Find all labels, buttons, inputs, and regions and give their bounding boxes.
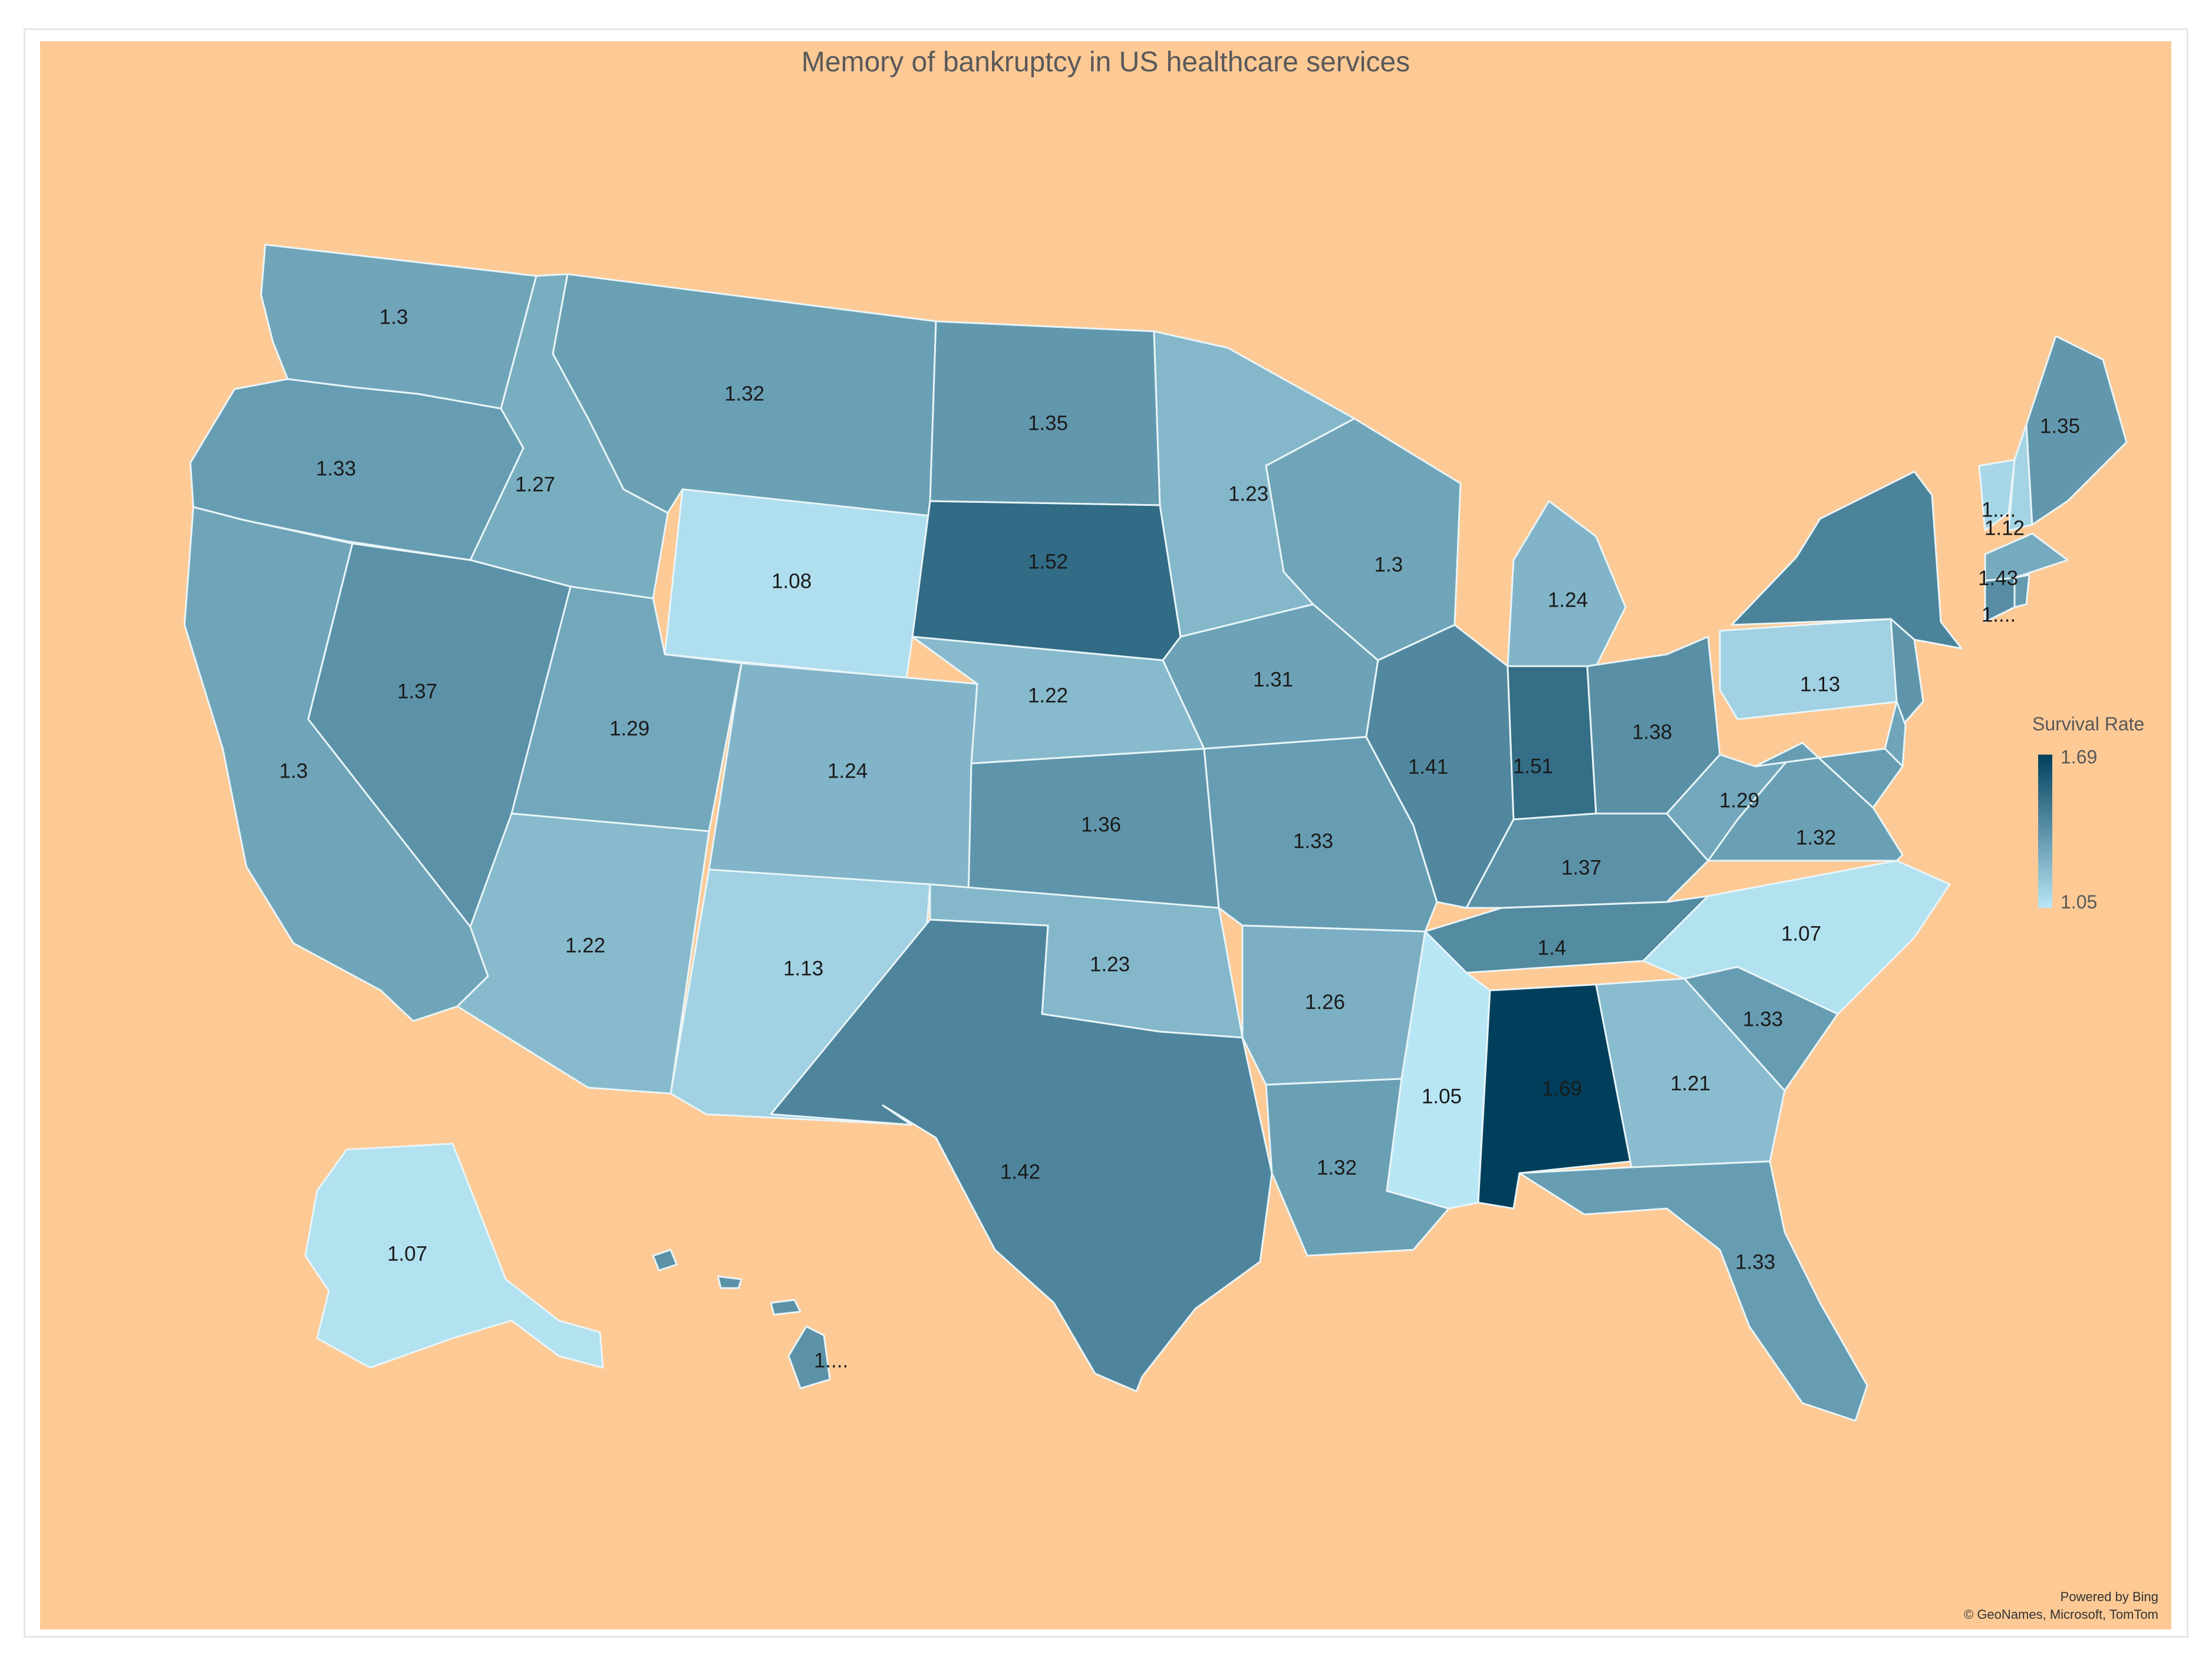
state-ga[interactable] [1595, 977, 1786, 1168]
map-canvas[interactable]: 1.3 1.33 1.3 1.27 1.37 1.32 1.08 1.29 1.22 1.24 1.… [40, 41, 2171, 1629]
state-value-label-va: 1.32 [1796, 826, 1836, 849]
state-value-label-nd: 1.35 [1028, 411, 1068, 434]
state-me[interactable] [2025, 335, 2128, 526]
legend-title: Survival Rate [2032, 713, 2145, 735]
state-value-label-ky: 1.37 [1561, 856, 1601, 879]
state-value-label-wi: 1.3 [1374, 553, 1403, 576]
state-ri[interactable] [2013, 574, 2030, 608]
state-value-label-co: 1.24 [828, 759, 868, 782]
state-value-label-nv: 1.37 [397, 680, 437, 703]
state-value-label-al: 1.69 [1542, 1077, 1582, 1100]
state-nc[interactable] [1642, 860, 1951, 1015]
state-value-label-in: 1.51 [1513, 755, 1553, 778]
legend: Survival Rate 1.69 1.05 [2032, 713, 2162, 913]
state-wi[interactable] [1265, 417, 1462, 661]
state-nj[interactable] [1890, 618, 1924, 726]
state-value-label-sc: 1.33 [1743, 1007, 1783, 1030]
state-value-label-mo: 1.33 [1293, 829, 1333, 852]
state-value-label-fl: 1.33 [1735, 1250, 1775, 1273]
state-value-label-ak: 1.07 [387, 1242, 427, 1265]
state-value-label-nc: 1.07 [1781, 922, 1821, 945]
state-value-label-ne: 1.22 [1028, 684, 1068, 707]
state-value-label-wv: 1.29 [1719, 789, 1759, 812]
map-attribution: Powered by Bing © GeoNames, Microsoft, T… [1964, 1588, 2158, 1624]
state-value-label-il: 1.41 [1408, 755, 1448, 778]
state-value-label-ia: 1.31 [1253, 668, 1293, 691]
attribution-sources: © GeoNames, Microsoft, TomTom [1964, 1607, 2158, 1622]
state-sd[interactable] [911, 500, 1182, 661]
state-mi[interactable] [1506, 500, 1627, 667]
state-value-label-ga: 1.21 [1670, 1072, 1710, 1095]
legend-color-bar [2038, 755, 2052, 908]
state-md[interactable] [1754, 742, 1904, 809]
state-value-label-id: 1.27 [515, 473, 555, 496]
state-value-label-mi: 1.24 [1548, 588, 1588, 611]
state-ak[interactable] [304, 1143, 604, 1369]
state-value-label-mt: 1.32 [724, 382, 764, 405]
state-value-label-ks: 1.36 [1081, 813, 1121, 836]
legend-max-label: 1.69 [2061, 746, 2098, 768]
state-value-label-oh: 1.38 [1632, 720, 1672, 743]
state-value-label-ny: 1.43 [1978, 567, 2018, 590]
state-value-label-nm: 1.13 [783, 957, 823, 980]
state-value-label-ct: 1.... [1982, 603, 2016, 626]
state-in[interactable] [1506, 665, 1597, 821]
state-value-label-ar: 1.26 [1305, 990, 1345, 1013]
state-value-label-pa: 1.13 [1800, 673, 1840, 696]
attribution-powered-by: Powered by Bing [2060, 1589, 2158, 1604]
state-vt[interactable] [1978, 459, 2016, 532]
state-value-label-vt: 1.... [1982, 498, 2016, 521]
state-value-label-mn: 1.23 [1228, 482, 1268, 505]
legend-min-label: 1.05 [2061, 891, 2098, 913]
state-hi[interactable] [652, 1249, 831, 1390]
us-choropleth-map[interactable]: 1.3 1.33 1.3 1.27 1.37 1.32 1.08 1.29 1.22 1.24 1.… [40, 41, 2171, 1629]
state-value-label-sd: 1.52 [1028, 550, 1068, 573]
map-title: Memory of bankruptcy in US healthcare se… [801, 47, 1410, 78]
state-ma[interactable] [1984, 532, 2069, 582]
state-tx[interactable] [770, 918, 1273, 1392]
state-value-label-me: 1.35 [2040, 414, 2080, 437]
state-value-label-la: 1.32 [1317, 1156, 1357, 1179]
state-value-label-tx: 1.42 [1000, 1160, 1040, 1183]
state-fl[interactable] [1518, 1160, 1868, 1422]
state-value-label-wy: 1.08 [772, 569, 812, 592]
state-value-label-ca: 1.3 [279, 759, 308, 782]
state-value-label-ms: 1.05 [1422, 1085, 1462, 1108]
state-value-label-or: 1.33 [316, 457, 356, 480]
state-value-label-ok: 1.23 [1090, 953, 1130, 976]
state-pa[interactable] [1719, 618, 1901, 720]
state-value-label-az: 1.22 [565, 934, 605, 957]
state-value-label-nh: 1.12 [1984, 516, 2025, 539]
state-value-label-wa: 1.3 [380, 305, 408, 328]
state-value-label-ut: 1.29 [609, 717, 650, 740]
state-value-label-tn: 1.4 [1538, 936, 1567, 959]
state-az[interactable] [456, 812, 710, 1095]
state-value-label-hi: 1.... [814, 1349, 848, 1372]
